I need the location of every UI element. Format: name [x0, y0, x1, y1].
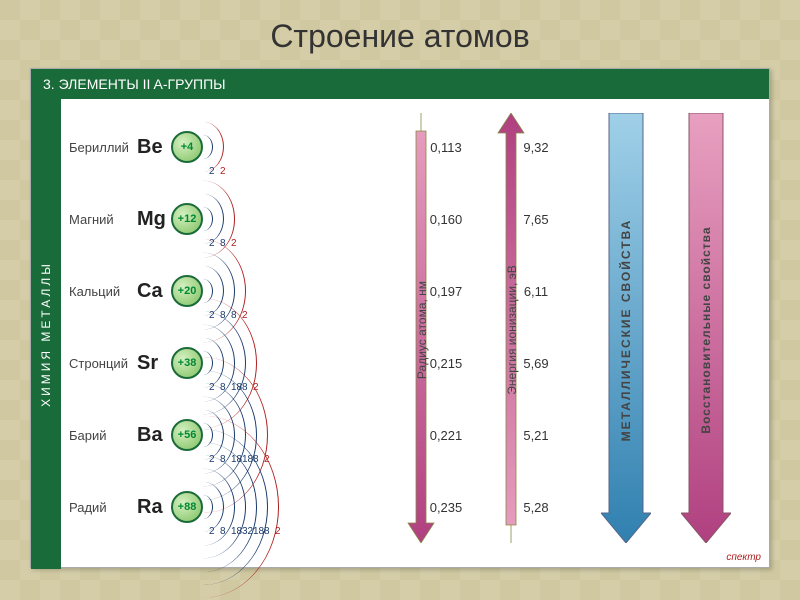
energy-value: 5,21 [511, 399, 561, 471]
redox-label: Восстановительные свойства [699, 195, 713, 465]
element-symbol: Sr [137, 352, 171, 375]
side-label: ХИМИЯ МЕТАЛЛЫ [31, 99, 61, 569]
shells: 2818321882 [203, 471, 409, 543]
slide: Строение атомов 3. ЭЛЕМЕНТЫ II A-ГРУППЫ … [0, 0, 800, 600]
energy-value: 5,28 [511, 471, 561, 543]
element-name: Барий [69, 428, 137, 443]
element-symbol: Ba [137, 424, 171, 447]
chart-container: 3. ЭЛЕМЕНТЫ II A-ГРУППЫ ХИМИЯ МЕТАЛЛЫ Бе… [30, 68, 770, 568]
element-row: РадийRa+882818321882 [69, 471, 409, 543]
shell-electrons: 2 [220, 166, 226, 177]
nucleus: +4 [171, 131, 203, 163]
nucleus: +88 [171, 491, 203, 523]
nucleus: +12 [171, 203, 203, 235]
chart-header: 3. ЭЛЕМЕНТЫ II A-ГРУППЫ [31, 69, 769, 99]
radius-value: 0,113 [421, 111, 471, 183]
chart-content: БериллийBe+422МагнийMg+12282КальцийCa+20… [61, 99, 769, 567]
radius-value: 0,235 [421, 471, 471, 543]
shells: 282 [203, 183, 409, 255]
element-symbol: Mg [137, 208, 171, 231]
element-symbol: Ca [137, 280, 171, 303]
element-name: Кальций [69, 284, 137, 299]
element-symbol: Be [137, 136, 171, 159]
slide-title: Строение атомов [0, 0, 800, 65]
element-name: Радий [69, 500, 137, 515]
radius-value: 0,160 [421, 183, 471, 255]
radius-column: 0,1130,1600,1970,2150,2210,235 [421, 111, 471, 543]
element-name: Магний [69, 212, 137, 227]
shell-electrons: 2 [275, 526, 281, 537]
nucleus: +38 [171, 347, 203, 379]
energy-value: 7,65 [511, 183, 561, 255]
nucleus: +20 [171, 275, 203, 307]
radius-value: 0,221 [421, 399, 471, 471]
nucleus: +56 [171, 419, 203, 451]
energy-column: 9,327,656,115,695,215,28 [511, 111, 561, 543]
element-name: Стронций [69, 356, 137, 371]
element-rows: БериллийBe+422МагнийMg+12282КальцийCa+20… [69, 111, 409, 543]
element-symbol: Ra [137, 496, 171, 519]
redox-arrow: Восстановительные свойства [681, 113, 731, 543]
shell-electrons: 2 [231, 238, 237, 249]
shells: 22 [203, 111, 409, 183]
radius-value: 0,197 [421, 255, 471, 327]
energy-value: 6,11 [511, 255, 561, 327]
footer-logo: спектр [726, 552, 761, 563]
energy-value: 9,32 [511, 111, 561, 183]
element-row: БериллийBe+422 [69, 111, 409, 183]
element-row: МагнийMg+12282 [69, 183, 409, 255]
metallic-label: МЕТАЛЛИЧЕСКИЕ СВОЙСТВА [619, 215, 633, 445]
element-name: Бериллий [69, 140, 137, 155]
energy-value: 5,69 [511, 327, 561, 399]
shell-arc [203, 122, 224, 172]
radius-value: 0,215 [421, 327, 471, 399]
metallic-arrow: МЕТАЛЛИЧЕСКИЕ СВОЙСТВА [601, 113, 651, 543]
